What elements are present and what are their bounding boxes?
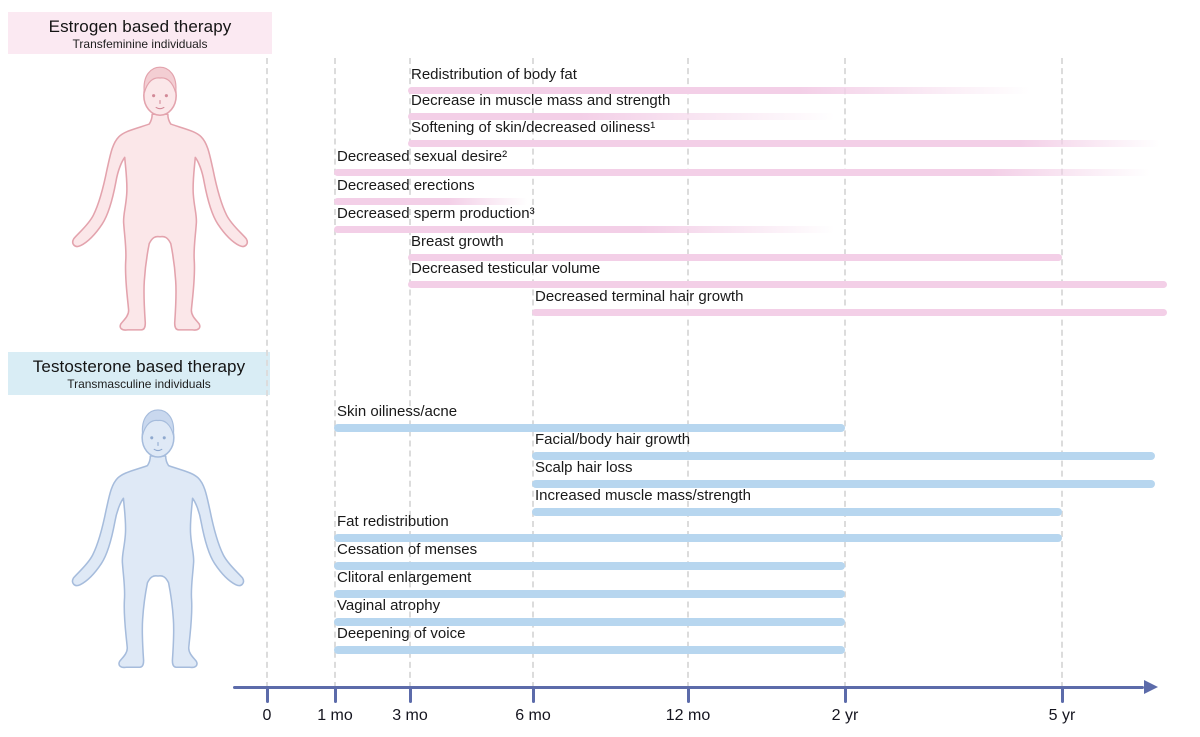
axis-tick-label-2: 3 mo	[392, 707, 428, 724]
effect-bar	[408, 140, 1160, 147]
axis-tick-label-4: 12 mo	[665, 707, 711, 724]
axis-tick-label-3: 6 mo	[515, 707, 551, 724]
effect-label: Facial/body hair growth	[535, 431, 691, 448]
effect-label: Decreased sexual desire²	[337, 148, 508, 165]
effect-bar	[532, 309, 1167, 316]
testosterone-section-title: Testosterone based therapy	[32, 357, 246, 376]
effect-label: Decreased erections	[337, 177, 475, 194]
effect-label: Skin oiliness/acne	[337, 403, 458, 420]
effect-bar	[334, 590, 845, 598]
effect-label: Decrease in muscle mass and strength	[411, 92, 671, 109]
effect-bar	[408, 281, 1167, 288]
axis-tick-label-0: 0	[262, 707, 272, 724]
gridline-0	[266, 58, 268, 688]
effect-bar	[532, 452, 1155, 460]
transmasculine-figure-illustration	[71, 409, 245, 669]
testosterone-section-subtitle: Transmasculine individuals	[67, 377, 211, 392]
effect-bar	[334, 618, 845, 626]
effect-label: Clitoral enlargement	[337, 569, 472, 586]
gridline-5yr	[1061, 58, 1063, 688]
gridline-3mo	[409, 58, 411, 688]
effect-bar	[408, 254, 1062, 261]
effect-label: Redistribution of body fat	[411, 66, 577, 83]
effect-label: Breast growth	[411, 233, 504, 250]
gridline-12mo	[687, 58, 689, 688]
effect-label: Decreased sperm production³	[337, 205, 535, 222]
transfeminine-figure-illustration	[71, 66, 249, 331]
effect-label: Vaginal atrophy	[337, 597, 441, 614]
effect-label: Deepening of voice	[337, 625, 466, 642]
effect-bar	[334, 646, 845, 654]
effect-bar	[408, 113, 835, 120]
axis-tick-1	[333, 687, 337, 703]
gridline-2yr	[844, 58, 846, 688]
axis-tick-0	[265, 687, 269, 703]
effect-bar	[334, 198, 528, 205]
effect-label: Softening of skin/decreased oiliness¹	[411, 119, 656, 136]
effect-label: Decreased testicular volume	[411, 260, 601, 277]
axis-tick-label-5: 2 yr	[831, 707, 859, 724]
effect-label: Increased muscle mass/strength	[535, 487, 751, 504]
axis-tick-label-1: 1 mo	[317, 707, 353, 724]
effect-bar	[532, 480, 1155, 488]
effect-bar	[334, 562, 845, 570]
axis-tick-4	[686, 687, 690, 703]
estrogen-section-title: Estrogen based therapy	[48, 17, 232, 36]
effect-label: Fat redistribution	[337, 513, 449, 530]
axis-tick-6	[1060, 687, 1064, 703]
axis-tick-label-6: 5 yr	[1048, 707, 1076, 724]
effect-bar	[334, 169, 1150, 176]
gridline-1mo	[334, 58, 336, 688]
effect-label: Scalp hair loss	[535, 459, 633, 476]
effect-bar	[532, 508, 1062, 516]
time-axis-arrowhead-icon	[1144, 680, 1158, 694]
effect-label: Decreased terminal hair growth	[535, 288, 744, 305]
testosterone-section-header: Testosterone based therapy Transmasculin…	[8, 352, 270, 395]
estrogen-section-header: Estrogen based therapy Transfeminine ind…	[8, 12, 272, 54]
effect-bar	[408, 87, 1030, 94]
effect-label: Cessation of menses	[337, 541, 478, 558]
axis-tick-2	[408, 687, 412, 703]
gridline-6mo	[532, 58, 534, 688]
axis-tick-3	[531, 687, 535, 703]
estrogen-section-subtitle: Transfeminine individuals	[72, 37, 208, 52]
effect-bar	[334, 424, 845, 432]
effect-bar	[334, 534, 1062, 542]
effect-bar	[334, 226, 835, 233]
axis-tick-5	[843, 687, 847, 703]
